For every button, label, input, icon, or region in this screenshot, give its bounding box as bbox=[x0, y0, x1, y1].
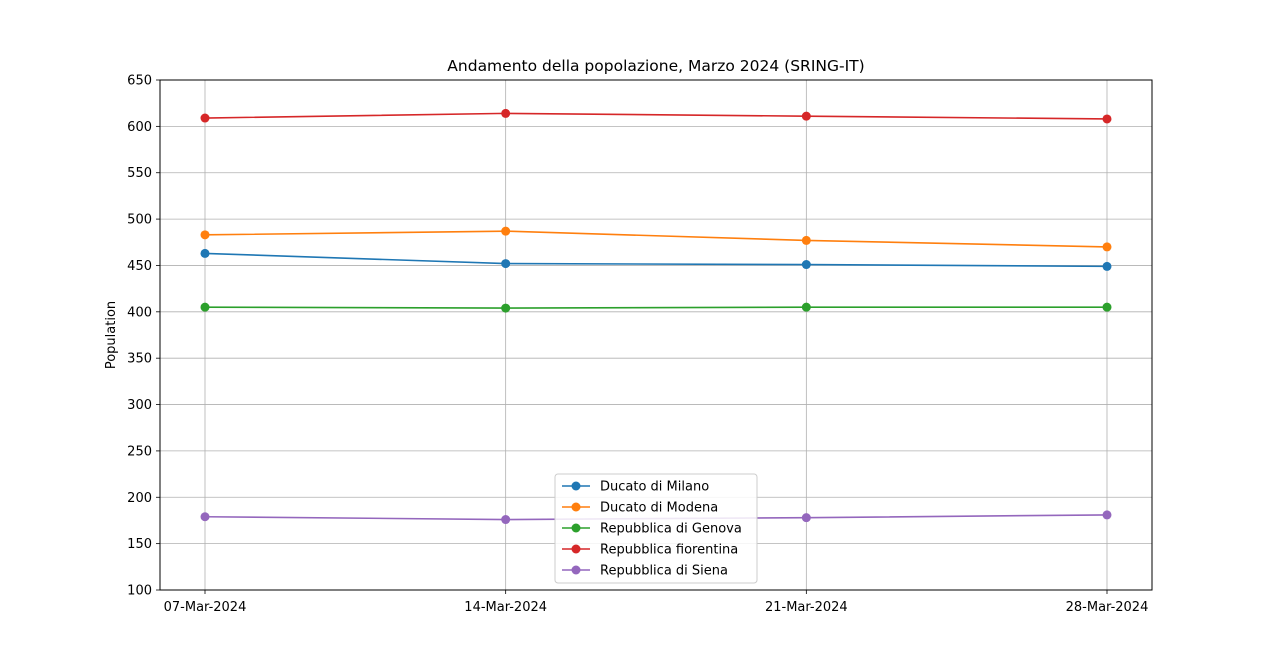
legend-marker bbox=[571, 523, 581, 533]
legend-marker bbox=[571, 565, 581, 575]
x-tick-label: 14-Mar-2024 bbox=[464, 600, 547, 615]
legend-item: Ducato di Modena bbox=[562, 501, 718, 516]
y-tick-label: 650 bbox=[127, 74, 152, 89]
series-repubblica-di-genova bbox=[200, 302, 1112, 313]
legend-item: Repubblica fiorentina bbox=[562, 543, 738, 558]
data-point bbox=[501, 226, 511, 236]
y-axis-label: Population bbox=[104, 301, 119, 369]
legend-marker bbox=[571, 481, 581, 491]
y-tick-label: 300 bbox=[127, 398, 152, 413]
x-tick-label: 28-Mar-2024 bbox=[1066, 600, 1149, 615]
series-line bbox=[204, 230, 1108, 248]
data-point bbox=[200, 113, 210, 123]
data-point bbox=[200, 512, 210, 522]
series-ducato-di-milano bbox=[200, 248, 1112, 271]
data-point bbox=[200, 302, 210, 312]
data-point bbox=[801, 302, 811, 312]
legend-box bbox=[554, 473, 758, 584]
data-point bbox=[801, 260, 811, 270]
series-ducato-di-modena bbox=[200, 226, 1112, 252]
data-point bbox=[801, 513, 811, 523]
data-point bbox=[1102, 302, 1112, 312]
data-point bbox=[801, 235, 811, 245]
series-line bbox=[204, 112, 1108, 120]
plot-frame bbox=[159, 79, 1153, 591]
data-point bbox=[501, 108, 511, 118]
legend-label: Repubblica fiorentina bbox=[600, 543, 738, 558]
data-point bbox=[1102, 114, 1112, 124]
x-axis-ticks: 07-Mar-2024 14-Mar-2024 21-Mar-2024 28-Mar-… bbox=[164, 590, 1149, 615]
x-tick-label: 21-Mar-2024 bbox=[765, 600, 848, 615]
y-tick-label: 350 bbox=[127, 352, 152, 367]
y-tick-label: 150 bbox=[127, 537, 152, 552]
series-line bbox=[204, 306, 1107, 309]
y-tick-label: 100 bbox=[127, 584, 152, 599]
data-point bbox=[801, 111, 811, 121]
legend-marker bbox=[571, 502, 581, 512]
y-axis-ticks: 100 150 200 250 300 350 400 450 500 550 600 650 bbox=[127, 74, 160, 599]
y-tick-label: 600 bbox=[127, 120, 152, 135]
legend-label: Repubblica di Genova bbox=[600, 522, 742, 537]
data-point bbox=[1102, 510, 1112, 520]
series-repubblica-fiorentina bbox=[200, 108, 1112, 124]
data-point bbox=[501, 303, 511, 313]
y-tick-label: 500 bbox=[127, 213, 152, 228]
y-tick-label: 450 bbox=[127, 259, 152, 274]
data-point bbox=[1102, 242, 1112, 252]
legend-item: Repubblica di Genova bbox=[562, 522, 742, 537]
x-tick-label: 07-Mar-2024 bbox=[164, 600, 247, 615]
legend-marker bbox=[571, 544, 581, 554]
data-point bbox=[200, 248, 210, 258]
y-tick-label: 250 bbox=[127, 444, 152, 459]
chart-title: Andamento della popolazione, Marzo 2024 … bbox=[447, 57, 864, 75]
y-tick-label: 200 bbox=[127, 491, 152, 506]
data-point bbox=[200, 230, 210, 240]
data-point bbox=[1102, 261, 1112, 271]
legend: Ducato di Milano Ducato di Modena Repubbli… bbox=[554, 473, 758, 584]
data-point bbox=[501, 259, 511, 269]
legend-item: Repubblica di Siena bbox=[562, 564, 728, 579]
legend-item: Ducato di Milano bbox=[562, 480, 709, 495]
series-layer bbox=[200, 108, 1112, 525]
y-tick-label: 550 bbox=[127, 166, 152, 181]
legend-label: Ducato di Milano bbox=[600, 480, 709, 495]
y-tick-label: 400 bbox=[127, 305, 152, 320]
data-point bbox=[501, 515, 511, 525]
series-line bbox=[204, 252, 1108, 268]
legend-label: Ducato di Modena bbox=[600, 501, 718, 516]
legend-label: Repubblica di Siena bbox=[600, 564, 728, 579]
